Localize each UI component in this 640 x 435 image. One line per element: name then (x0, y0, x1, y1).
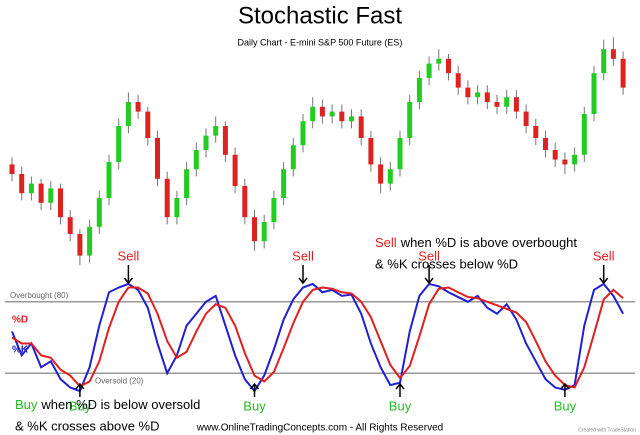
candle-body (203, 135, 209, 150)
candle-body (620, 58, 626, 88)
candle-body (213, 126, 219, 136)
candle-body (397, 138, 403, 170)
signal-label: Buy (554, 398, 577, 413)
candle-body (67, 217, 73, 234)
rule-text: Buy when %D is below oversold (15, 397, 200, 412)
candle-body (484, 92, 490, 102)
candle-body (28, 183, 34, 194)
reference-label: Overbought (80) (10, 291, 69, 300)
signal-label: Sell (292, 248, 314, 263)
arrow-head (424, 277, 434, 285)
candle-body (174, 198, 180, 218)
arrow-head (298, 277, 308, 285)
candle-body (523, 111, 529, 126)
candle-body (329, 111, 335, 117)
candle-body (19, 174, 25, 194)
candle-body (9, 164, 15, 174)
candle-body (271, 198, 277, 222)
candle-body (145, 111, 151, 138)
candle-body (339, 111, 345, 122)
candle-body (135, 102, 141, 112)
candle-body (494, 102, 500, 107)
arrow-head (75, 382, 85, 390)
candle-body (349, 116, 354, 122)
candle-body (48, 188, 54, 203)
candle-body (232, 154, 238, 186)
candle-body (591, 73, 597, 114)
chart-subtitle: Daily Chart - E-mini S&P 500 Future (ES) (238, 37, 403, 47)
candle-body (552, 150, 558, 160)
candle-body (513, 97, 519, 112)
rule-text: Sell when %D is above overbought (375, 235, 577, 250)
candle-body (261, 222, 267, 242)
series-line (11, 286, 624, 389)
candle-body (368, 138, 374, 165)
candle-body (426, 63, 432, 78)
candle-body (533, 126, 539, 138)
reference-label: Oversold (20) (95, 376, 144, 385)
candle-body (38, 183, 44, 203)
candle-body (77, 234, 83, 256)
legend-label: %K (12, 345, 29, 356)
candle-body (164, 178, 170, 218)
candle-body (96, 198, 102, 227)
rule-text: & %K crosses below %D (375, 256, 518, 271)
candle-body (543, 138, 548, 150)
candle-body (155, 138, 160, 179)
candle-body (106, 162, 112, 198)
series-line (11, 282, 624, 393)
candle-body (319, 106, 325, 117)
candle-body (310, 106, 316, 122)
candle-body (184, 169, 190, 198)
footer: www.OnlineTradingConcepts.com - All Righ… (196, 423, 443, 434)
candle-body (358, 116, 364, 138)
candle-body (610, 49, 616, 59)
arrow-head (123, 277, 133, 285)
candle-body (446, 58, 451, 74)
candle-body (504, 97, 510, 107)
chart-title: Stochastic Fast (238, 2, 402, 29)
candle-body (116, 126, 122, 162)
candle-body (300, 121, 306, 146)
signal-label: Buy (389, 398, 412, 413)
candle-body (562, 159, 568, 165)
signal-label: Sell (118, 248, 140, 263)
arrow-head (560, 382, 570, 390)
signal-label: Sell (418, 248, 440, 263)
candle-body (193, 150, 199, 170)
candle-body (242, 186, 248, 218)
candle-body (407, 102, 413, 138)
rule-signal: Sell (375, 235, 397, 250)
candle-body (465, 87, 471, 98)
candle-body (416, 78, 422, 102)
signal-label: Buy (243, 398, 266, 413)
arrow-head (395, 382, 405, 390)
rule-text: & %K crosses above %D (15, 418, 160, 433)
rule-signal: Buy (15, 397, 38, 412)
candle-body (222, 126, 228, 155)
candle-body (281, 169, 287, 198)
candle-body (581, 114, 587, 155)
signal-label: Buy (69, 398, 92, 413)
credit: Created with TradeStation (578, 427, 636, 433)
candle-body (387, 169, 393, 184)
candle-body (601, 49, 607, 74)
candle-body (436, 58, 442, 64)
candle-body (87, 226, 93, 256)
arrow-head (249, 382, 260, 390)
candle-body (290, 145, 296, 170)
candle-body (475, 92, 481, 98)
rule-condition: when %D is below oversold (40, 397, 200, 412)
candle-body (125, 102, 131, 126)
candle-body (455, 73, 461, 88)
rule-condition: when %D is above overbought (400, 235, 578, 250)
candle-body (252, 217, 257, 242)
legend-label: %D (12, 315, 28, 326)
candle-body (378, 164, 384, 184)
candle-body (58, 188, 63, 218)
candle-body (572, 154, 578, 165)
signal-label: Sell (593, 248, 615, 263)
arrow-head (599, 277, 609, 285)
